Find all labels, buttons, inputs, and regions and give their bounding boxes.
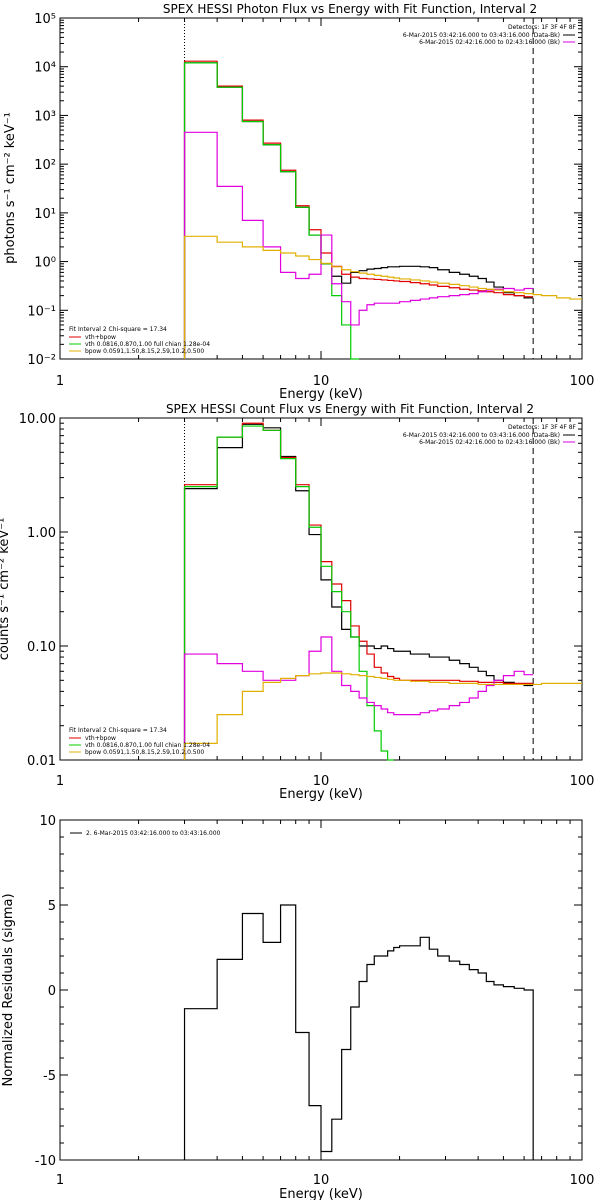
residuals-ylabel: Normalized Residuals (sigma) (1, 893, 16, 1086)
photon-flux-ytick-label: 10⁴ (34, 61, 56, 76)
residuals-panel: 1 10 100 Energy (keV) Normalized Residua… (1, 814, 594, 1200)
count-flux-ytick-label: 1.00 (27, 526, 56, 541)
residuals-ytick-label: -5 (43, 1069, 56, 1084)
photon-flux-series-bpow (183, 235, 582, 359)
photon-flux-ytick-label: 10⁵ (34, 12, 56, 27)
count-flux-xtick-100: 100 (570, 774, 595, 789)
count-flux-xtick-1: 1 (56, 774, 64, 789)
photon-flux-legend-vth: vth 0.0816,0.870,1.00 full chian 1.28e-0… (85, 341, 210, 348)
count-flux-legend-bottom-left: Fit Interval 2 Chi-square = 17.34 vth+bp… (69, 727, 210, 756)
count-flux-range-markers (184, 418, 534, 760)
photon-flux-panel: SPEX HESSI Photon Flux vs Energy with Fi… (3, 2, 594, 402)
residuals-series-data (183, 904, 534, 1160)
count-flux-legend-total: vth+bpow (85, 735, 116, 742)
photon-flux-xtick-100: 100 (570, 374, 595, 389)
photon-flux-title: SPEX HESSI Photon Flux vs Energy with Fi… (163, 2, 537, 16)
residuals-legend: 2. 6-Mar-2015 03:42:16.000 to 03:43:16.0… (70, 830, 221, 837)
residuals-xtick-100: 100 (570, 1173, 595, 1188)
count-flux-panel: SPEX HESSI Count Flux vs Energy with Fit… (0, 402, 594, 802)
count-flux-xlabel: Energy (keV) (279, 787, 363, 802)
residuals-series (183, 904, 534, 1160)
photon-flux-ytick-labels: 10⁻² 10⁻¹ 10⁰ 10¹ 10² 10³ 10⁴ 10⁵ (27, 12, 56, 368)
count-flux-legend-bk: 6-Mar-2015 02:42:16.000 to 02:43:16.000 … (419, 439, 560, 446)
photon-flux-xtick-1: 1 (56, 374, 64, 389)
count-flux-ytick-label: 0.01 (27, 754, 56, 769)
count-flux-series-bpow (183, 672, 582, 760)
photon-flux-legend-bpow: bpow 0.0591,1.50,8.15,2.59,10.2,0.500 (85, 348, 204, 355)
residuals-ytick-label: 5 (48, 899, 56, 914)
photon-flux-series (183, 60, 582, 360)
photon-flux-ylabel: photons s⁻¹ cm⁻² keV⁻¹ (3, 112, 18, 264)
count-flux-ticks (59, 417, 582, 761)
residuals-ytick-label: 0 (48, 984, 56, 999)
count-flux-title: SPEX HESSI Count Flux vs Energy with Fit… (166, 402, 534, 416)
count-flux-legend-data: 6-Mar-2015 03:42:16.000 to 03:43:16.000 … (403, 432, 560, 439)
photon-flux-ytick-label: 10² (34, 158, 56, 173)
photon-flux-ytick-label: 10¹ (34, 207, 56, 222)
photon-flux-ytick-label: 10⁻² (27, 353, 56, 368)
photon-flux-xtick-10: 10 (313, 374, 330, 389)
count-flux-legend-bpow: bpow 0.0591,1.50,8.15,2.59,10.2,0.500 (85, 749, 204, 756)
count-flux-series-data (183, 423, 534, 760)
residuals-legend-label: 2. 6-Mar-2015 03:42:16.000 to 03:43:16.0… (86, 830, 221, 837)
photon-flux-ytick-label: 10³ (34, 109, 56, 124)
photon-flux-series-vth (183, 62, 360, 360)
residuals-xtick-10: 10 (313, 1173, 330, 1188)
photon-flux-ticks (59, 17, 582, 360)
residuals-ytick-label: 10 (39, 814, 56, 829)
photon-flux-xlabel: Energy (keV) (279, 387, 363, 402)
count-flux-legend-fit-interval: Fit Interval 2 Chi-square = 17.34 (69, 727, 167, 734)
photon-flux-legend-total: vth+bpow (85, 334, 116, 341)
count-flux-ytick-label: 10.00 (19, 412, 56, 427)
photon-flux-legend-fit-interval: Fit Interval 2 Chi-square = 17.34 (69, 326, 167, 333)
photon-flux-ytick-label: 10⁰ (34, 256, 56, 271)
count-flux-series-vth (183, 425, 394, 761)
photon-flux-legend-detectors: Detectors: 1F 3F 4F 8F (508, 24, 577, 31)
photon-flux-legend-top-right: Detectors: 1F 3F 4F 8F 6-Mar-2015 03:42:… (403, 24, 577, 46)
photon-flux-range-markers (184, 18, 534, 359)
photon-flux-series-background (183, 131, 534, 359)
count-flux-ytick-labels: 0.01 0.10 1.00 10.00 (19, 412, 56, 769)
count-flux-legend-detectors: Detectors: 1F 3F 4F 8F (508, 424, 577, 431)
count-flux-plot-frame (59, 417, 583, 761)
photon-flux-plot-frame (59, 17, 583, 360)
count-flux-ytick-label: 0.10 (27, 640, 56, 655)
residuals-xlabel: Energy (keV) (279, 1187, 363, 1200)
count-flux-legend-top-right: Detectors: 1F 3F 4F 8F 6-Mar-2015 03:42:… (403, 424, 577, 446)
photon-flux-ytick-label: 10⁻¹ (27, 304, 56, 319)
count-flux-xtick-10: 10 (313, 774, 330, 789)
residuals-ytick-label: -10 (35, 1154, 56, 1169)
photon-flux-legend-bk: 6-Mar-2015 02:42:16.000 to 02:43:16.000 … (419, 39, 560, 46)
count-flux-legend-vth: vth 0.0816,0.870,1.00 full chian 1.28e-0… (85, 742, 210, 749)
count-flux-series-total-fit (183, 422, 534, 760)
residuals-xtick-1: 1 (56, 1173, 64, 1188)
photon-flux-legend-data: 6-Mar-2015 03:42:16.000 to 03:43:16.000 … (403, 32, 560, 39)
residuals-ytick-labels: 10 5 0 -5 -10 (35, 814, 56, 1169)
count-flux-series (183, 422, 582, 761)
count-flux-ylabel: counts s⁻¹ cm⁻² keV⁻¹ (0, 518, 12, 661)
photon-flux-legend-bottom-left: Fit Interval 2 Chi-square = 17.34 vth+bp… (69, 326, 210, 355)
